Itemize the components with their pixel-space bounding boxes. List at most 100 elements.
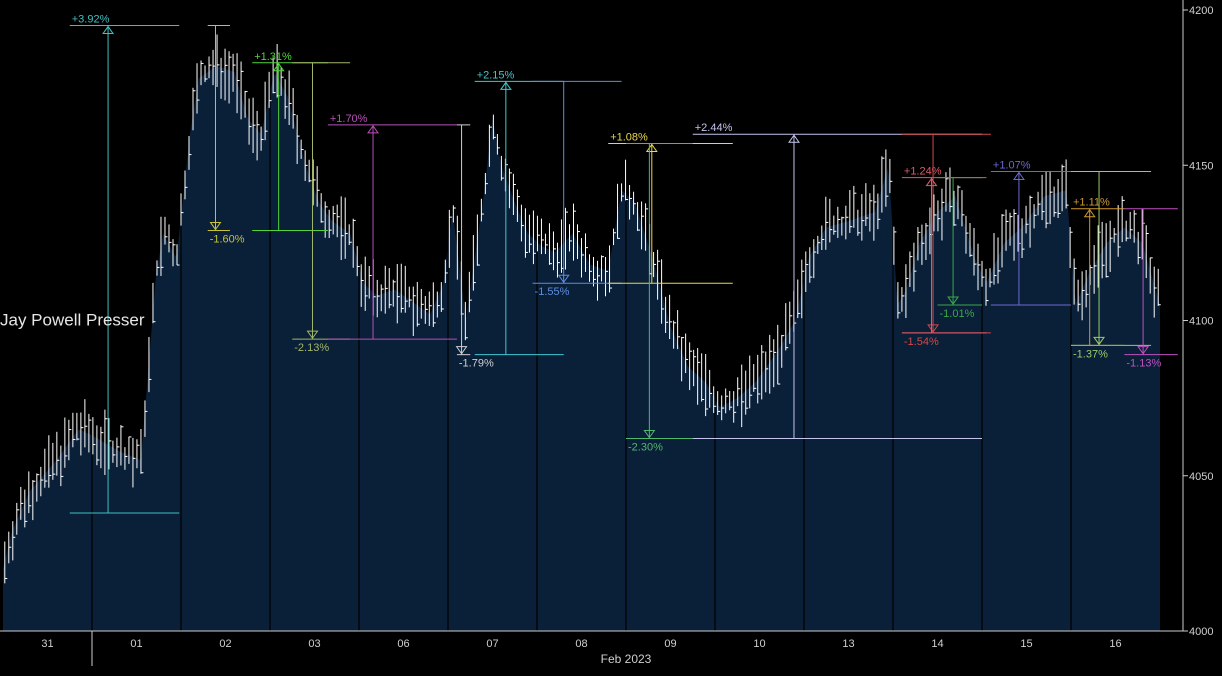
swing-annotation: +2.44% xyxy=(692,122,982,439)
down-triangle-icon xyxy=(1093,336,1106,346)
y-tick-label: 4200 xyxy=(1189,5,1213,17)
swing-pct-label: +2.44% xyxy=(695,122,733,134)
down-triangle-icon xyxy=(1137,346,1150,355)
price-bar xyxy=(937,200,941,232)
price-bar xyxy=(444,259,448,284)
price-bar xyxy=(336,204,340,238)
price-bar xyxy=(252,97,256,153)
price-bar xyxy=(905,264,909,319)
price-bar xyxy=(92,417,96,455)
price-bar xyxy=(480,198,484,222)
x-tick-label: 14 xyxy=(931,638,943,650)
price-bar xyxy=(40,466,44,497)
price-bar xyxy=(144,400,148,437)
price-bar xyxy=(933,194,937,232)
swing-annotation: +3.92% xyxy=(69,14,180,514)
price-bar xyxy=(901,287,905,312)
price-bar xyxy=(893,226,897,265)
price-bar xyxy=(16,502,20,535)
price-bar xyxy=(733,391,737,423)
price-bar xyxy=(192,87,196,131)
price-bar xyxy=(897,282,901,319)
event-label: Jay Powell Presser xyxy=(0,311,145,330)
price-bar xyxy=(464,301,468,341)
price-bar xyxy=(380,284,384,312)
price-bar xyxy=(881,156,885,213)
price-bar xyxy=(68,419,72,461)
price-bar xyxy=(909,251,913,287)
price-bar xyxy=(548,223,552,265)
price-bar xyxy=(797,279,801,319)
swing-annotation: +1.07% xyxy=(990,159,1071,306)
price-bar xyxy=(172,239,176,267)
x-tick-label: 07 xyxy=(486,638,498,650)
y-tick-label: 4150 xyxy=(1189,160,1213,172)
price-bar xyxy=(741,364,745,428)
down-triangle-icon xyxy=(643,429,656,439)
down-triangle-icon xyxy=(306,330,319,339)
price-bar xyxy=(1065,159,1069,209)
price-bar xyxy=(685,333,689,374)
price-bar xyxy=(877,193,881,230)
price-bar xyxy=(288,70,292,126)
x-tick-label: 09 xyxy=(664,638,676,650)
price-bar xyxy=(1061,164,1065,212)
price-bar xyxy=(945,172,949,212)
swing-pct-label: -1.13% xyxy=(1126,358,1161,370)
price-bar xyxy=(757,354,761,404)
swing-annotation: -2.13% xyxy=(292,62,351,354)
up-triangle-icon xyxy=(102,25,115,35)
price-bar xyxy=(689,342,693,391)
price-bar xyxy=(224,48,228,101)
price-bar xyxy=(837,206,841,238)
price-bar xyxy=(613,228,617,246)
price-bar xyxy=(36,473,40,502)
price-bar xyxy=(300,139,304,159)
swing-annotation: +1.31% xyxy=(252,51,328,231)
price-bar xyxy=(64,417,68,468)
price-bar xyxy=(825,196,829,250)
price-bar xyxy=(256,110,260,161)
swing-annotation: -1.55% xyxy=(532,80,622,298)
price-bar xyxy=(617,183,621,239)
price-bar xyxy=(440,282,444,312)
price-bar xyxy=(12,521,16,561)
price-bar xyxy=(809,247,813,283)
price-bar xyxy=(849,190,853,233)
price-bar xyxy=(1113,227,1117,243)
price-bar xyxy=(725,388,729,414)
swing-pct-label: -1.01% xyxy=(940,308,975,320)
price-bar xyxy=(540,218,544,255)
swing-annotation: -1.60% xyxy=(207,25,245,245)
swing-pct-label: -1.60% xyxy=(210,233,245,245)
price-bar xyxy=(1077,279,1081,312)
price-bar xyxy=(124,447,128,470)
up-triangle-icon xyxy=(272,62,285,72)
y-tick-label: 4050 xyxy=(1189,471,1213,483)
price-bar xyxy=(196,63,200,114)
price-bar xyxy=(96,425,100,466)
price-bar xyxy=(452,205,456,223)
price-bar xyxy=(168,224,172,253)
price-bar xyxy=(492,114,496,140)
price-bar xyxy=(128,436,132,464)
price-bar xyxy=(532,210,536,265)
price-bar xyxy=(857,209,861,236)
price-bar xyxy=(817,235,821,255)
price-bar xyxy=(280,67,284,96)
price-bar xyxy=(913,242,917,292)
price-bar xyxy=(152,282,156,324)
price-bar xyxy=(448,209,452,268)
price-bar xyxy=(80,412,84,456)
price-bar xyxy=(641,201,645,250)
price-bar xyxy=(76,412,80,441)
swing-annotations: +3.92% -1.60% +1.31% -2.13% +1.70% -1.79% +2.1… xyxy=(69,14,1178,514)
price-bar xyxy=(576,224,580,260)
price-bar xyxy=(601,255,605,282)
price-bar xyxy=(833,215,837,235)
price-bar xyxy=(240,61,244,120)
price-bar xyxy=(272,57,276,94)
price-bar xyxy=(829,198,833,243)
price-bar xyxy=(564,207,568,270)
price-bar xyxy=(292,88,296,129)
